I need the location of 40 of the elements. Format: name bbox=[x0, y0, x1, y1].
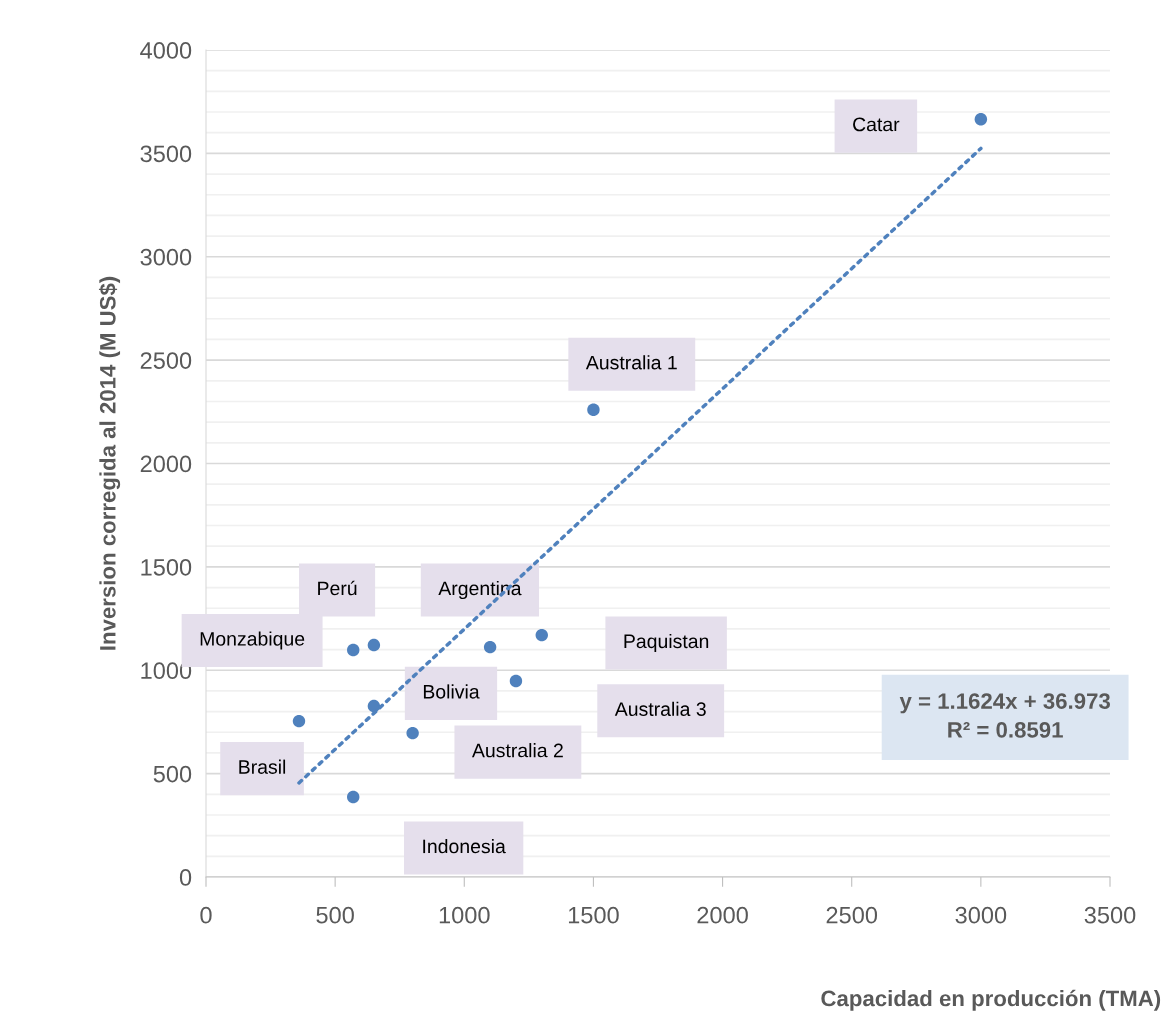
y-tick-label: 2500 bbox=[140, 352, 192, 369]
point bbox=[974, 113, 988, 126]
annotation: Catar bbox=[853, 117, 900, 132]
x-tick-label: 500 bbox=[316, 906, 354, 924]
point bbox=[292, 714, 306, 728]
y-tick-label: 4000 bbox=[140, 42, 192, 59]
annotation: Argentina bbox=[438, 580, 522, 600]
annotation: Perú bbox=[318, 580, 357, 596]
x-tick-label: 3000 bbox=[955, 906, 1007, 924]
x-axis-title: Capacidad en producción (TMA) bbox=[821, 989, 1161, 1011]
point bbox=[347, 790, 360, 804]
x-tick-label: 1000 bbox=[439, 906, 490, 924]
x-tick-label: 2500 bbox=[826, 906, 878, 924]
y-tick-label: 3000 bbox=[140, 248, 192, 266]
y-tick-label: 1500 bbox=[141, 558, 192, 576]
annotation: Australia 3 bbox=[614, 701, 706, 716]
annotation: Paquistan bbox=[624, 633, 709, 653]
annotation: Monzabique bbox=[200, 631, 305, 650]
point bbox=[406, 726, 419, 740]
x-tick-label: 1500 bbox=[568, 906, 619, 924]
point bbox=[509, 674, 523, 688]
annotation: y = 1.1624x + 36.973 R² = 0.8591 bbox=[899, 693, 1110, 738]
y-tick-label: 2000 bbox=[140, 455, 192, 473]
y-tick-label: 3500 bbox=[140, 145, 192, 163]
x-tick-label: 2000 bbox=[697, 906, 748, 924]
point bbox=[535, 628, 548, 642]
x-tick-label: 0 bbox=[200, 906, 212, 924]
annotation: Bolivia bbox=[423, 684, 480, 699]
annotation: Australia 2 bbox=[471, 743, 563, 758]
point bbox=[347, 643, 360, 657]
y-axis-title: Inversion corregida al 2014 (M US$) bbox=[98, 276, 121, 650]
y-tick-label: 500 bbox=[153, 765, 192, 783]
x-tick-label: 3500 bbox=[1084, 906, 1136, 924]
point bbox=[587, 403, 600, 416]
point bbox=[367, 638, 381, 652]
annotation: Brasil bbox=[239, 759, 286, 774]
annotation: Australia 1 bbox=[585, 355, 677, 370]
y-tick-label: 0 bbox=[179, 869, 192, 886]
annotation: Indonesia bbox=[423, 838, 506, 854]
point bbox=[483, 640, 497, 654]
